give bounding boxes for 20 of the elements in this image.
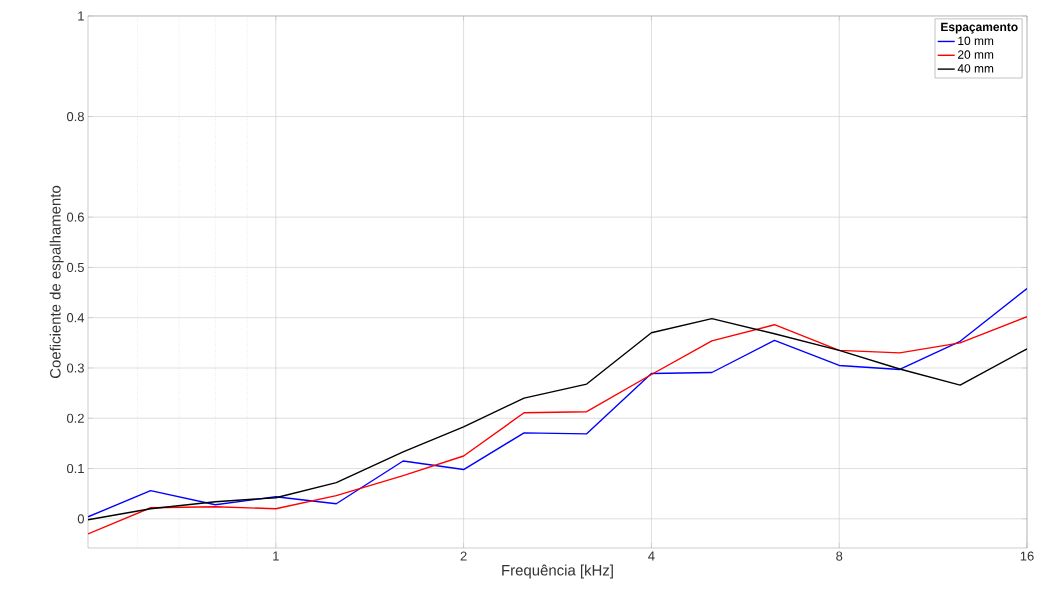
x-tick-label: 1 <box>273 551 279 561</box>
legend-label: 40 mm <box>957 64 994 73</box>
x-tick-label: 8 <box>836 551 843 561</box>
x-axis-title: Frequência [kHz] <box>502 564 613 579</box>
y-tick-label: 0.8 <box>66 111 84 122</box>
y-tick-label: 0.5 <box>66 262 84 272</box>
y-tick-label: 0.4 <box>66 313 85 323</box>
y-tick-label: 0.6 <box>66 212 84 222</box>
x-tick-label: 4 <box>648 551 655 561</box>
y-tick-label: 1 <box>78 11 84 21</box>
legend-label: 10 mm <box>958 36 994 45</box>
x-tick-label: 16 <box>1020 551 1034 561</box>
y-tick-label: 0.2 <box>66 413 84 423</box>
y-tick-label: 0 <box>77 514 84 524</box>
x-tick-label: 2 <box>460 551 467 561</box>
y-axis-title: Coeficiente de espalhamento <box>49 185 64 378</box>
legend-title: Espaçamento <box>941 22 1018 34</box>
y-tick-label: 0.3 <box>66 363 84 373</box>
legend-label: 20 mm <box>957 50 994 59</box>
y-tick-label: 0.1 <box>66 463 84 474</box>
